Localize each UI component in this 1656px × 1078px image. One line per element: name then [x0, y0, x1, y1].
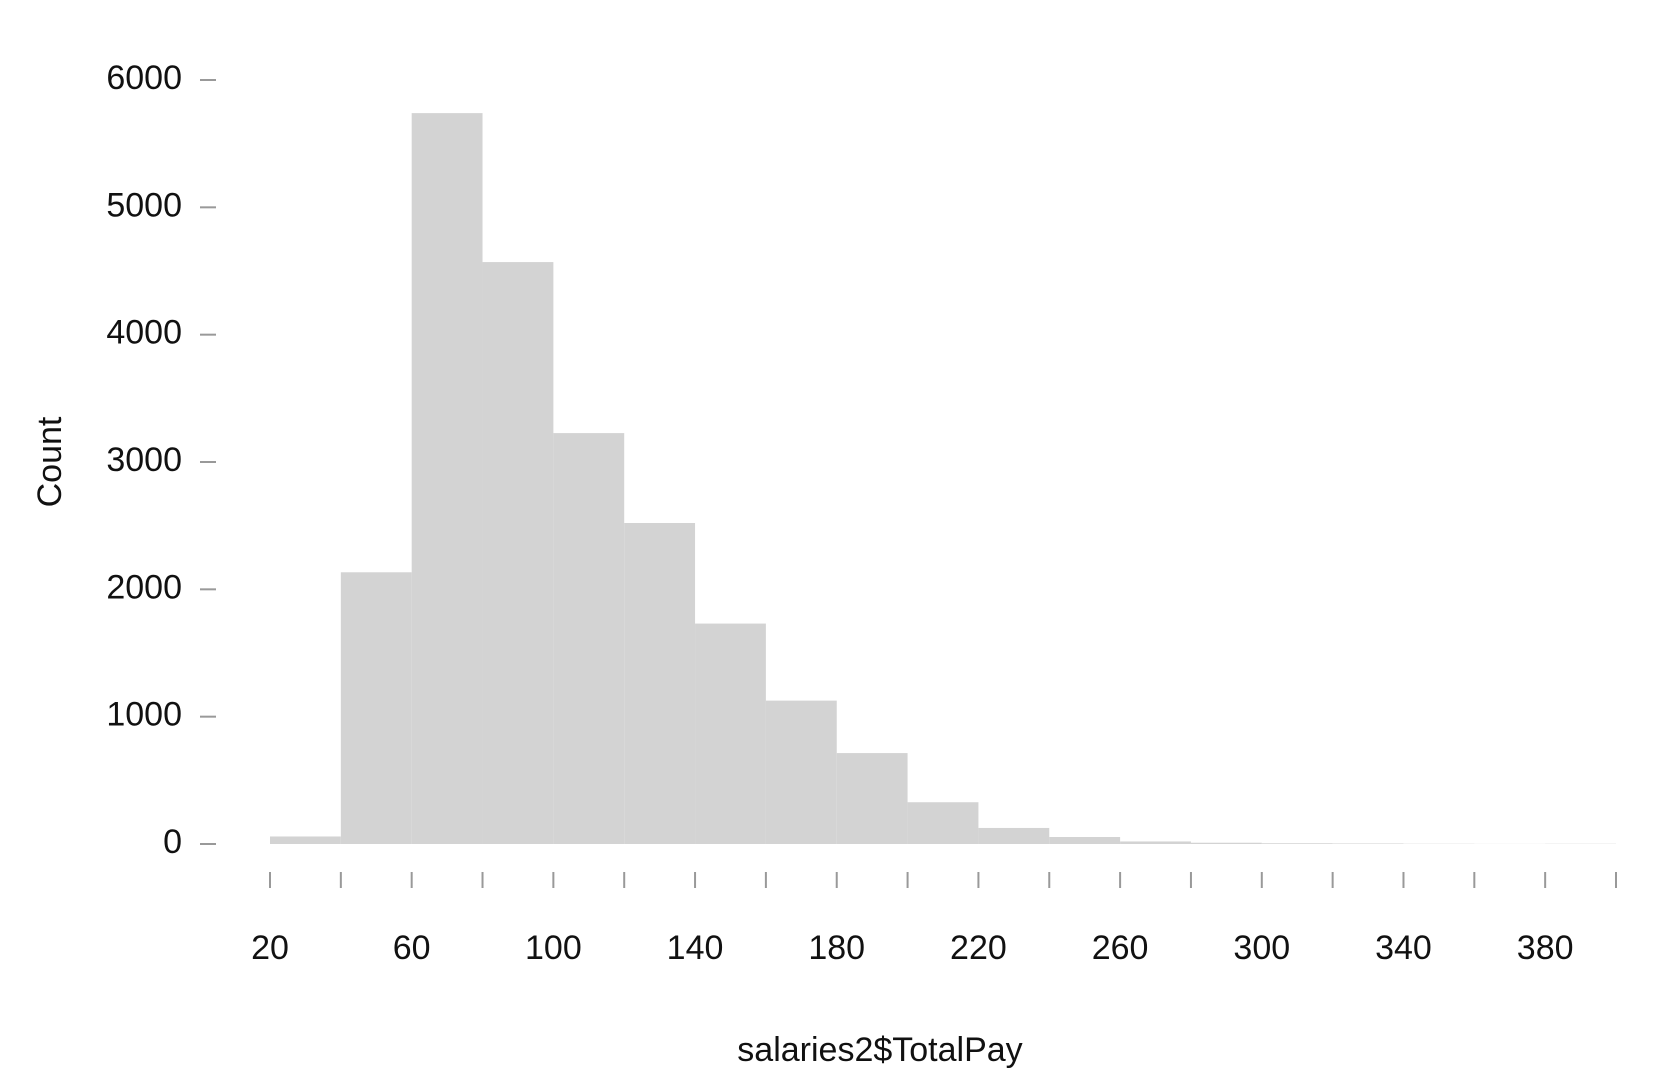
y-axis-label: Count [31, 416, 69, 507]
y-tick-label: 4000 [106, 314, 182, 352]
bar [624, 522, 696, 844]
y-tick-label: 2000 [106, 568, 182, 606]
bar [553, 433, 625, 844]
bar [1120, 841, 1191, 844]
y-tick-label: 0 [163, 823, 182, 861]
bar [270, 836, 341, 844]
x-tick-label: 300 [1233, 929, 1290, 967]
bar [978, 827, 1050, 844]
x-tick-label: 260 [1092, 929, 1149, 967]
x-tick-label: 140 [667, 929, 724, 967]
x-tick-label: 60 [393, 929, 431, 967]
y-tick-label: 3000 [106, 441, 182, 479]
bar [1261, 843, 1333, 844]
x-tick-label: 20 [251, 929, 289, 967]
bar [836, 753, 908, 844]
bar [1049, 836, 1121, 844]
x-tick-label: 100 [525, 929, 582, 967]
bar [907, 802, 979, 844]
bar [1332, 843, 1404, 844]
bar [765, 700, 837, 844]
x-tick-label: 220 [950, 929, 1007, 967]
y-tick-label: 6000 [106, 59, 182, 97]
y-tick-label: 1000 [106, 696, 182, 734]
x-tick-label: 340 [1375, 929, 1432, 967]
x-axis-label: salaries2$TotalPay [737, 1031, 1022, 1069]
bar [340, 572, 412, 844]
bar [695, 623, 766, 844]
y-tick-label: 5000 [106, 186, 182, 224]
x-tick-label: 180 [808, 929, 865, 967]
bar [1190, 842, 1262, 844]
x-tick-label: 380 [1517, 929, 1574, 967]
bar [482, 262, 554, 844]
bar [411, 113, 483, 844]
